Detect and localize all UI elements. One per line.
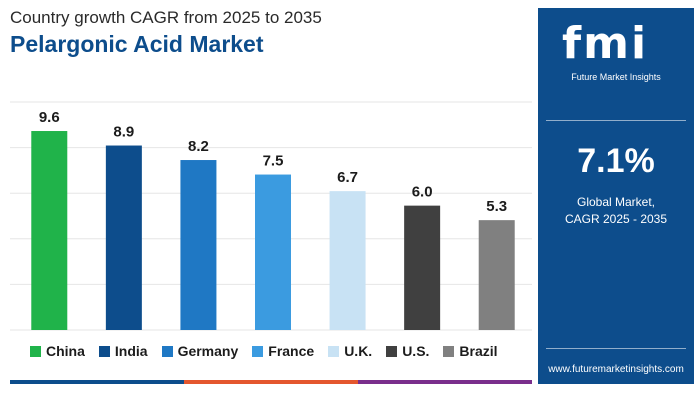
logo-subtitle: Future Market Insights <box>571 72 661 82</box>
bar-value-label: 8.9 <box>113 124 134 141</box>
bar-value-label: 6.7 <box>337 169 358 186</box>
bar-india <box>105 145 142 330</box>
bar-brazil <box>478 220 515 330</box>
legend-item: Brazil <box>443 343 498 359</box>
divider-bottom <box>546 348 686 349</box>
fmi-logo: fmi Future Market Insights <box>538 14 694 84</box>
legend-swatch <box>161 345 173 357</box>
legend-item: Germany <box>161 343 239 359</box>
bar-value-label: 5.3 <box>486 198 507 215</box>
legend-item: India <box>98 343 148 359</box>
bottom-accent-bar <box>10 380 532 384</box>
legend-label: China <box>46 343 85 359</box>
bar-value-label: 9.6 <box>39 109 60 126</box>
kpi-label-line2: CAGR 2025 - 2035 <box>564 212 668 226</box>
legend-item: U.K. <box>328 343 372 359</box>
accent-segment <box>358 380 532 384</box>
legend-swatch <box>328 345 340 357</box>
accent-segment <box>10 380 184 384</box>
bar-u-s <box>404 205 441 330</box>
chart-subtitle: Country growth CAGR from 2025 to 2035 <box>10 8 322 27</box>
legend-label: France <box>268 343 315 359</box>
bar-china <box>31 131 68 330</box>
kpi-label: Global Market, CAGR 2025 - 2035 <box>538 194 694 228</box>
summary-panel: fmi Future Market Insights 7.1% Global M… <box>538 8 694 384</box>
divider-top <box>546 120 686 121</box>
chart-title: Pelargonic Acid Market <box>10 31 264 57</box>
logo-text: fmi <box>562 18 649 69</box>
accent-segment <box>184 380 358 384</box>
legend-label: Germany <box>177 343 239 359</box>
website-link[interactable]: www.futuremarketinsights.com <box>548 364 684 375</box>
legend-swatch <box>252 345 264 357</box>
legend-label: U.K. <box>344 343 373 359</box>
bar-france <box>255 174 291 330</box>
bar-value-label: 6.0 <box>412 184 433 201</box>
chart-area: 9.6 8.9 8.2 7.5 6.7 6.0 5.3 <box>10 80 532 385</box>
legend-swatch <box>443 345 455 357</box>
legend-item: France <box>252 343 314 359</box>
legend-item: U.S. <box>386 343 429 359</box>
kpi-value: 7.1% <box>577 142 655 180</box>
legend-swatch <box>98 345 110 357</box>
bar-u-k <box>329 191 366 330</box>
bar-value-label: 7.5 <box>263 153 284 170</box>
legend: China India Germany France U.K. U.S. Brazil <box>30 343 498 359</box>
legend-label: U.S. <box>402 343 430 359</box>
legend-label: Brazil <box>459 343 498 359</box>
kpi-label-line1: Global Market, <box>576 195 656 209</box>
bar-chart: 9.6 8.9 8.2 7.5 6.7 6.0 5.3 <box>10 101 532 331</box>
legend-label: India <box>114 343 148 359</box>
legend-item: China <box>30 343 85 359</box>
bar-germany <box>180 160 217 330</box>
legend-swatch <box>30 345 41 357</box>
legend-swatch <box>386 345 398 357</box>
bar-value-label: 8.2 <box>188 138 209 155</box>
